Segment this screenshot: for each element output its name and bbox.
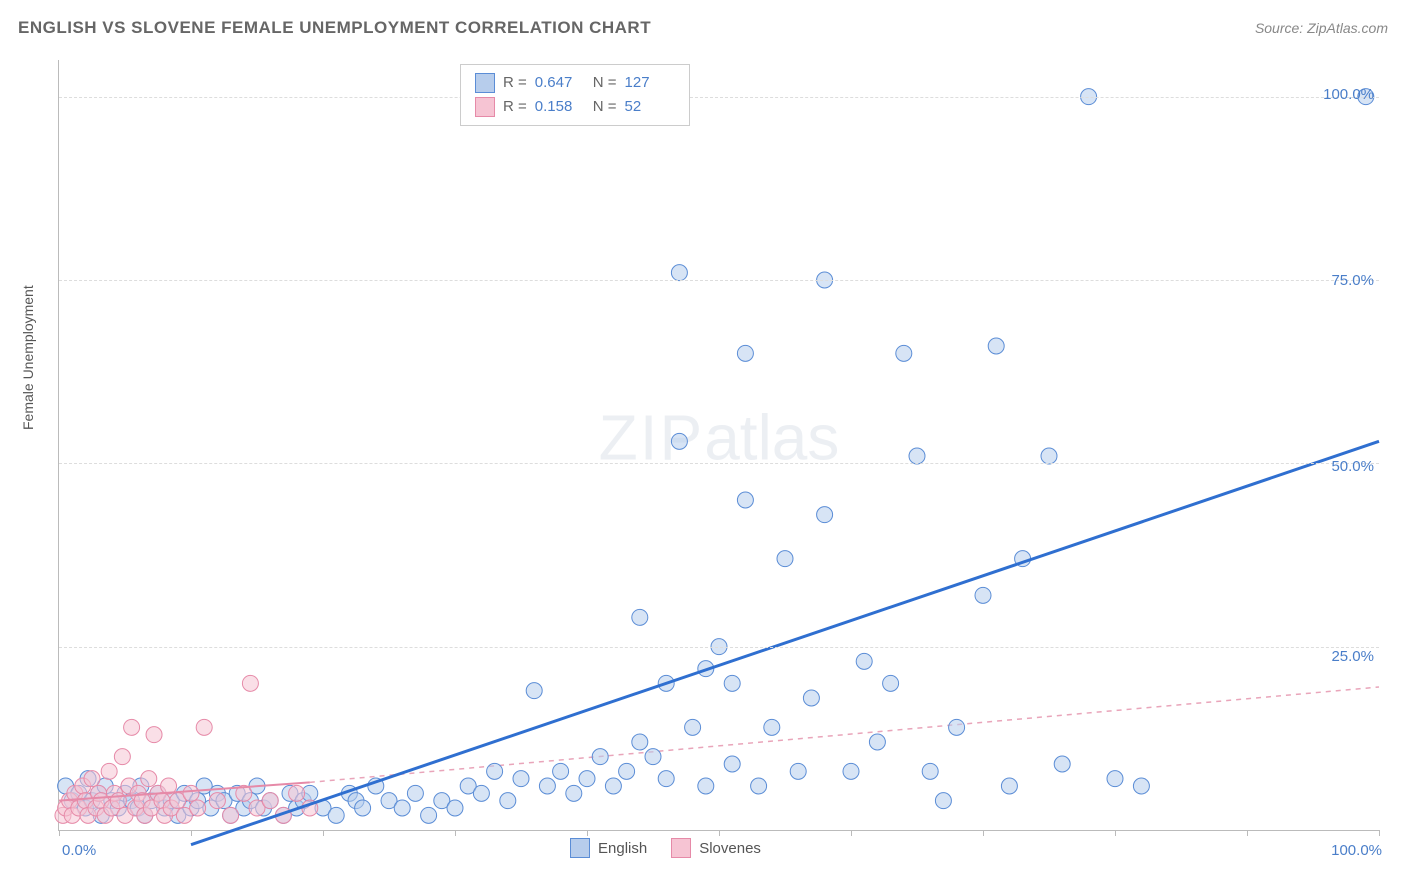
chart-source: Source: ZipAtlas.com — [1255, 20, 1388, 36]
chart-svg — [59, 60, 1379, 830]
legend-swatch-english — [475, 73, 495, 93]
y-grid-label-50: 50.0% — [1331, 458, 1374, 475]
bottom-legend: English Slovenes — [570, 838, 761, 858]
plot-area: ZIPatlas — [58, 60, 1379, 831]
legend-label-slovenes: Slovenes — [699, 840, 761, 857]
r-value-slovenes: 0.158 — [535, 95, 585, 119]
stat-legend: R = 0.647 N = 127 R = 0.158 N = 52 — [460, 64, 690, 126]
x-axis-min-label: 0.0% — [62, 842, 96, 859]
r-value-english: 0.647 — [535, 71, 585, 95]
legend-item-english: English — [570, 838, 647, 858]
legend-swatch-icon — [671, 838, 691, 858]
legend-item-slovenes: Slovenes — [671, 838, 761, 858]
y-grid-label-100: 100.0% — [1323, 86, 1374, 103]
legend-label-english: English — [598, 840, 647, 857]
stat-row-slovenes: R = 0.158 N = 52 — [475, 95, 675, 119]
n-value-slovenes: 52 — [625, 95, 675, 119]
chart-header: ENGLISH VS SLOVENE FEMALE UNEMPLOYMENT C… — [18, 18, 1388, 38]
chart-title: ENGLISH VS SLOVENE FEMALE UNEMPLOYMENT C… — [18, 18, 651, 38]
x-axis-max-label: 100.0% — [1331, 842, 1382, 859]
y-grid-label-75: 75.0% — [1331, 272, 1374, 289]
y-axis-label: Female Unemployment — [20, 285, 36, 430]
stat-row-english: R = 0.647 N = 127 — [475, 71, 675, 95]
legend-swatch-slovenes — [475, 97, 495, 117]
y-grid-label-25: 25.0% — [1331, 648, 1374, 665]
legend-swatch-icon — [570, 838, 590, 858]
n-value-english: 127 — [625, 71, 675, 95]
